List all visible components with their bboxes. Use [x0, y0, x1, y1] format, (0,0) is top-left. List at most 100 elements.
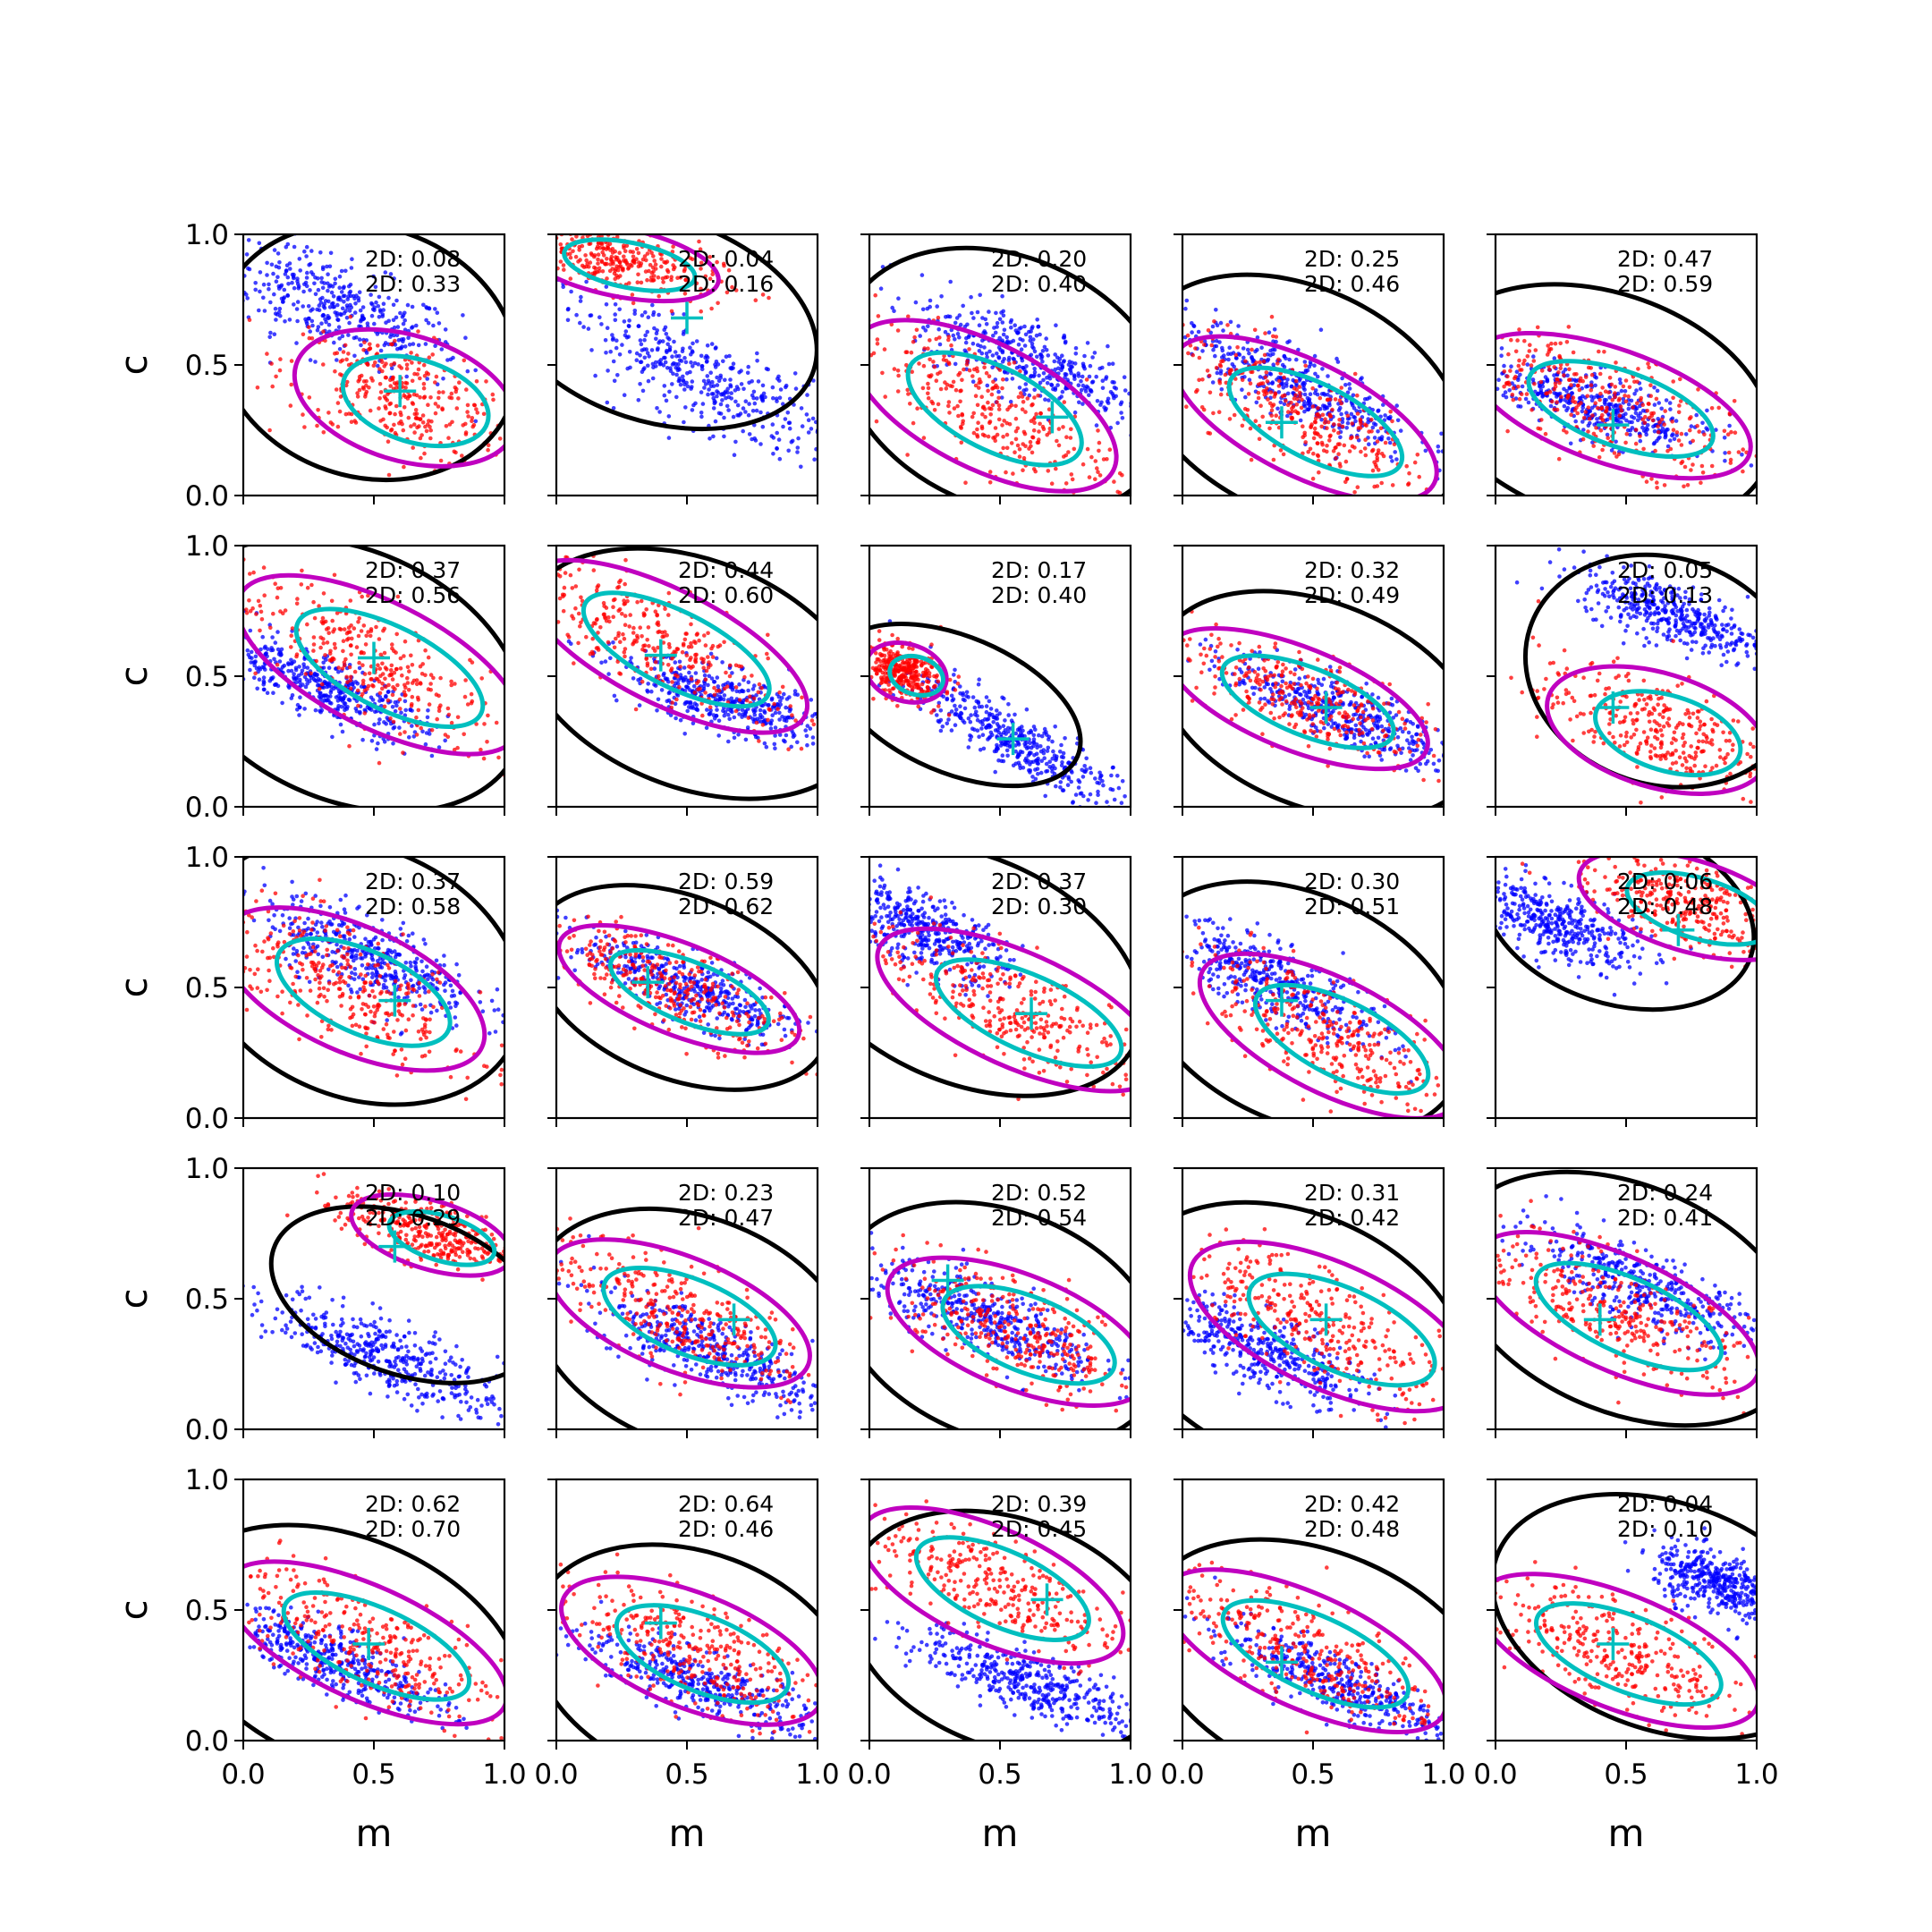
blue-points-point	[716, 733, 721, 738]
red-points-point	[1597, 349, 1601, 354]
blue-points-point	[1302, 409, 1307, 414]
blue-points-point	[1112, 386, 1117, 390]
blue-points-point	[329, 290, 335, 295]
blue-points-point	[1663, 435, 1667, 440]
red-points-point	[1013, 403, 1018, 409]
blue-points-point	[667, 389, 672, 394]
blue-points-point	[1509, 364, 1513, 369]
blue-points-point	[336, 325, 342, 330]
red-points-point	[466, 414, 470, 419]
red-points-point	[1700, 470, 1706, 475]
red-points-point	[652, 274, 657, 278]
red-points-point	[413, 416, 419, 420]
blue-points-point	[315, 673, 319, 677]
blue-points-point	[1614, 439, 1618, 445]
blue-points-point	[650, 302, 655, 308]
blue-points-point	[1029, 352, 1034, 358]
red-points-point	[1638, 434, 1642, 438]
blue-points-point	[1536, 392, 1540, 396]
marker-cross	[1036, 401, 1069, 434]
blue-points-point	[304, 244, 309, 250]
blue-points-point	[343, 268, 348, 274]
blue-points-point	[777, 710, 782, 716]
red-points-point	[289, 382, 294, 387]
blue-points-point	[686, 681, 691, 685]
red-points-point	[462, 358, 467, 363]
blue-points-point	[1094, 423, 1099, 428]
blue-points-point	[1004, 340, 1010, 345]
blue-points-point	[293, 667, 299, 673]
blue-points-point	[1619, 419, 1623, 425]
red-points-point	[1061, 425, 1065, 429]
blue-points-point	[1072, 361, 1078, 366]
red-points-point	[958, 388, 962, 394]
red-points-point	[1069, 427, 1073, 432]
blue-points-point	[1390, 459, 1394, 463]
red-points-point	[1312, 426, 1318, 431]
blue-points-point	[949, 327, 954, 333]
blue-points-point	[249, 660, 254, 665]
blue-points-point	[350, 257, 354, 262]
y-axis-label: c	[112, 665, 156, 686]
red-points-point	[348, 630, 352, 634]
red-points-point	[411, 445, 416, 450]
red-points-point	[871, 351, 877, 356]
blue-points-point	[810, 735, 816, 740]
blue-points-point	[683, 360, 689, 365]
red-points-point	[424, 428, 429, 434]
red-points-point	[971, 411, 976, 416]
red-points-point	[374, 624, 378, 630]
blue-points-point	[724, 354, 729, 360]
blue-points-point	[335, 358, 339, 362]
red-points-point	[1274, 413, 1278, 419]
red-points-point	[341, 639, 346, 643]
blue-points-point	[758, 410, 763, 415]
blue-points-point	[1268, 348, 1273, 353]
blue-points-point	[1080, 383, 1086, 388]
blue-points-point	[1563, 367, 1568, 372]
blue-points-point	[1184, 298, 1190, 303]
blue-points-point	[1436, 444, 1441, 449]
blue-points-point	[631, 676, 636, 681]
red-points-point	[311, 642, 317, 647]
red-points-point	[1117, 470, 1123, 476]
blue-points-point	[1632, 392, 1637, 396]
blue-points-point	[1335, 356, 1339, 361]
blue-points-point	[1247, 351, 1251, 356]
blue-points-point	[1552, 356, 1557, 360]
blue-points-point	[1038, 380, 1043, 386]
blue-points-point	[326, 322, 332, 327]
blue-points-point	[1220, 348, 1225, 353]
red-points-point	[1263, 375, 1268, 380]
red-points-point	[580, 263, 585, 268]
blue-points-point	[357, 665, 362, 671]
blue-points-point	[326, 694, 330, 699]
blue-points-point	[1110, 361, 1115, 367]
red-points-point	[368, 342, 372, 347]
red-points-point	[1555, 377, 1560, 382]
red-points-point	[355, 391, 360, 395]
blue-points-point	[1644, 432, 1648, 437]
blue-points-point	[652, 326, 657, 331]
blue-points-point	[313, 360, 318, 364]
red-points-point	[996, 395, 1001, 401]
red-points-point	[330, 618, 335, 623]
blue-points-point	[1234, 356, 1239, 360]
blue-points-point	[382, 720, 386, 724]
blue-points-point	[923, 328, 928, 333]
blue-points-point	[376, 304, 381, 309]
blue-points-point	[806, 430, 811, 435]
blue-points-point	[1307, 364, 1312, 369]
red-points-point	[981, 404, 986, 410]
red-points-point	[605, 257, 609, 261]
red-points-point	[987, 419, 993, 424]
blue-points-point	[599, 660, 604, 665]
red-points-point	[427, 355, 432, 360]
plot-area	[869, 245, 1131, 496]
blue-points-point	[374, 300, 378, 305]
red-points-point	[980, 412, 985, 417]
blue-points-point	[411, 734, 417, 739]
blue-points-point	[360, 737, 365, 742]
red-points-point	[1674, 430, 1680, 435]
blue-points-point	[643, 309, 648, 315]
